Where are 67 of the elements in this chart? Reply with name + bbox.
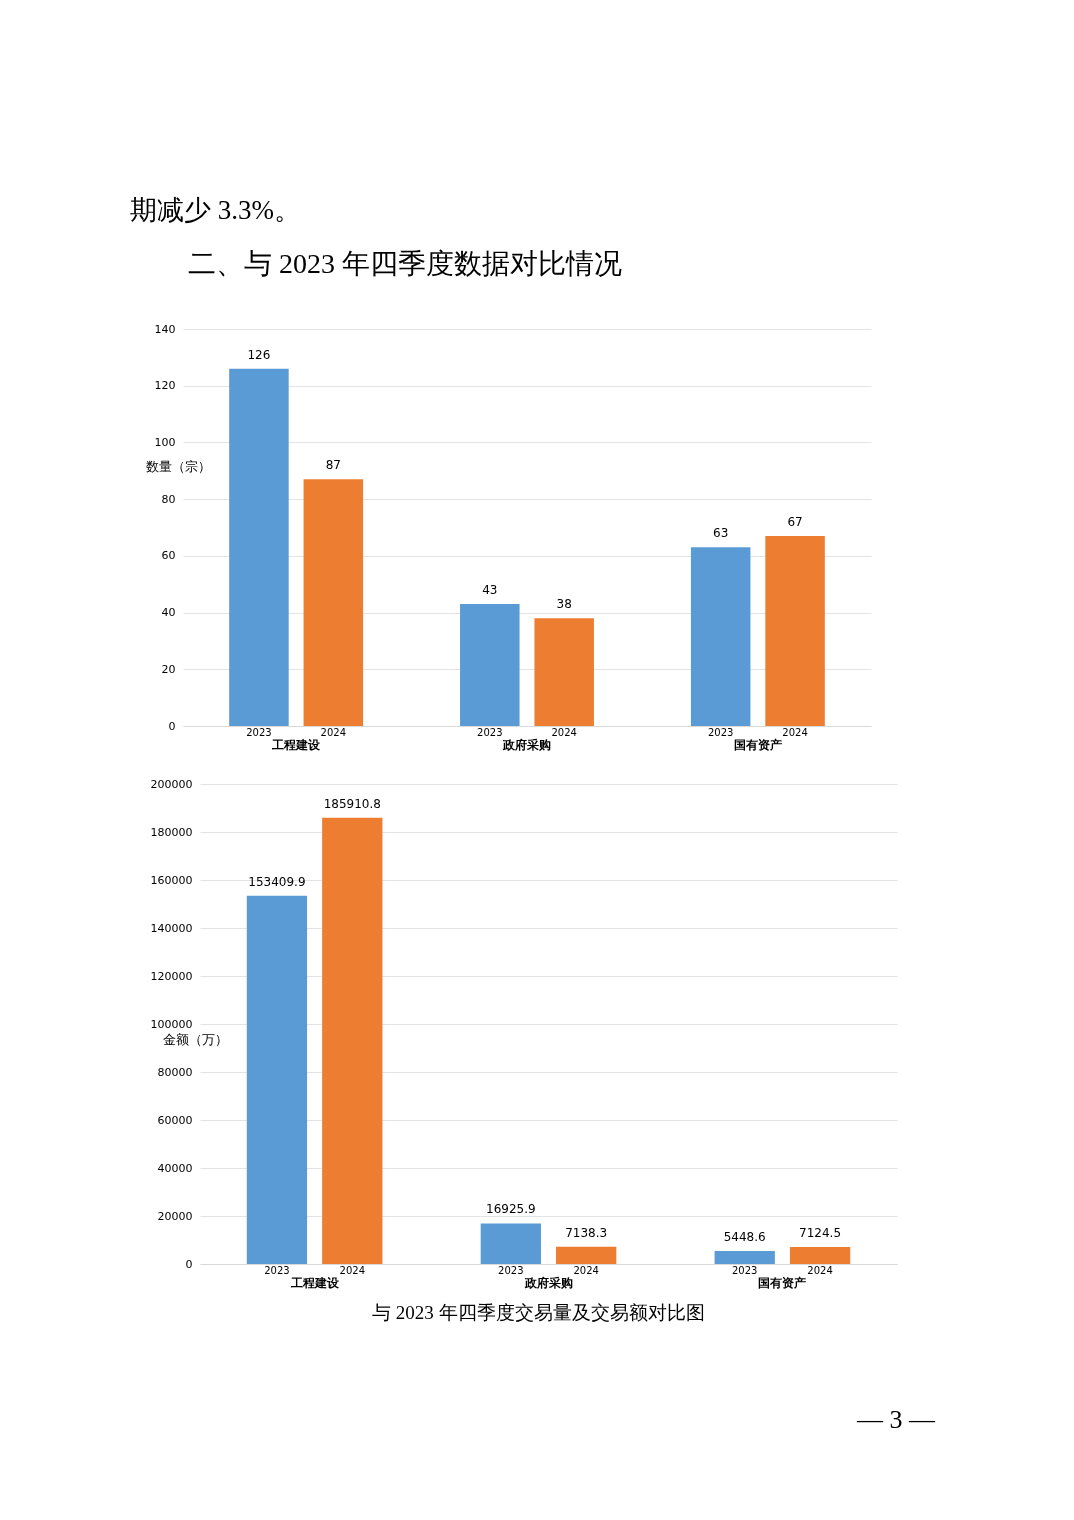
bar bbox=[480, 1223, 541, 1264]
series-label: 2023 bbox=[246, 727, 272, 738]
x-tick-label: 政府采购 bbox=[523, 1275, 573, 1290]
bar bbox=[714, 1250, 775, 1264]
text: 2024 bbox=[573, 1265, 599, 1276]
y-tick-label: 140000 bbox=[150, 921, 193, 935]
data-label: 16925.9 bbox=[486, 1202, 536, 1217]
text: 2023 bbox=[477, 727, 503, 738]
text: 二、与 2023 年四季度数据对比情况 bbox=[188, 247, 622, 281]
y-tick-label: 80 bbox=[161, 492, 176, 506]
x-tick-label: 国有资产 bbox=[733, 737, 782, 752]
x-tick-label: 工程建设 bbox=[271, 737, 322, 752]
y-tick-label: 20000 bbox=[157, 1209, 193, 1223]
text: 2023 bbox=[731, 1265, 758, 1276]
bar bbox=[460, 604, 520, 726]
y-tick-label: 40000 bbox=[157, 1161, 193, 1175]
y-tick-label: 100000 bbox=[150, 1017, 193, 1031]
text: 2024 bbox=[782, 727, 808, 738]
bar bbox=[534, 618, 594, 726]
y-tick-label: 0 bbox=[185, 1257, 193, 1271]
y-tick-label: 120000 bbox=[150, 969, 193, 983]
data-label: 38 bbox=[556, 597, 572, 612]
text: 期减少 3.3%。 bbox=[130, 194, 301, 227]
data-label: 87 bbox=[325, 458, 341, 473]
data-label: 126 bbox=[247, 347, 271, 362]
data-label: 43 bbox=[482, 583, 498, 598]
x-tick-label: 工程建设 bbox=[289, 1275, 340, 1290]
text: 2024 bbox=[807, 1265, 833, 1276]
y-axis-title: 数量（宗） bbox=[145, 458, 211, 474]
bar bbox=[765, 536, 825, 726]
y-tick-label: 0 bbox=[168, 719, 176, 733]
series-label: 2024 bbox=[320, 727, 347, 738]
data-label: 67 bbox=[787, 515, 803, 530]
y-axis-title: 金额（万） bbox=[162, 1032, 228, 1048]
text: — 3 — bbox=[857, 1405, 935, 1435]
bar bbox=[246, 895, 308, 1264]
bar bbox=[322, 817, 383, 1264]
series-label: 2024 bbox=[339, 1265, 366, 1276]
data-label: 7138.3 bbox=[565, 1225, 608, 1240]
bar bbox=[229, 368, 289, 726]
y-tick-label: 180000 bbox=[150, 825, 193, 839]
data-label: 185910.8 bbox=[323, 796, 381, 811]
y-tick-label: 20 bbox=[161, 662, 176, 676]
series-label: 2023 bbox=[264, 1265, 290, 1276]
y-tick-label: 60 bbox=[161, 549, 176, 563]
y-tick-label: 40 bbox=[161, 606, 176, 620]
bar bbox=[303, 479, 364, 726]
x-tick-label: 政府采购 bbox=[502, 737, 551, 752]
y-tick-label: 60000 bbox=[157, 1113, 193, 1127]
data-label: 63 bbox=[713, 526, 729, 541]
text: 2024 bbox=[551, 727, 577, 738]
text: 2023 bbox=[707, 727, 734, 738]
text: 与 2023 年四季度交易量及交易额对比图 bbox=[372, 1301, 705, 1325]
data-label: 5448.6 bbox=[723, 1229, 766, 1244]
y-tick-label: 200000 bbox=[150, 777, 193, 791]
y-tick-label: 160000 bbox=[150, 873, 193, 887]
data-label: 153409.9 bbox=[248, 874, 306, 889]
bar bbox=[789, 1246, 851, 1264]
y-tick-label: 140 bbox=[154, 322, 176, 336]
y-tick-label: 100 bbox=[154, 435, 176, 449]
bar bbox=[556, 1246, 617, 1264]
x-tick-label: 国有资产 bbox=[758, 1275, 807, 1290]
text: 2023 bbox=[498, 1265, 524, 1276]
bar bbox=[690, 547, 751, 726]
data-label: 7124.5 bbox=[799, 1225, 842, 1240]
y-tick-label: 120 bbox=[154, 379, 176, 393]
y-tick-label: 80000 bbox=[157, 1065, 193, 1079]
